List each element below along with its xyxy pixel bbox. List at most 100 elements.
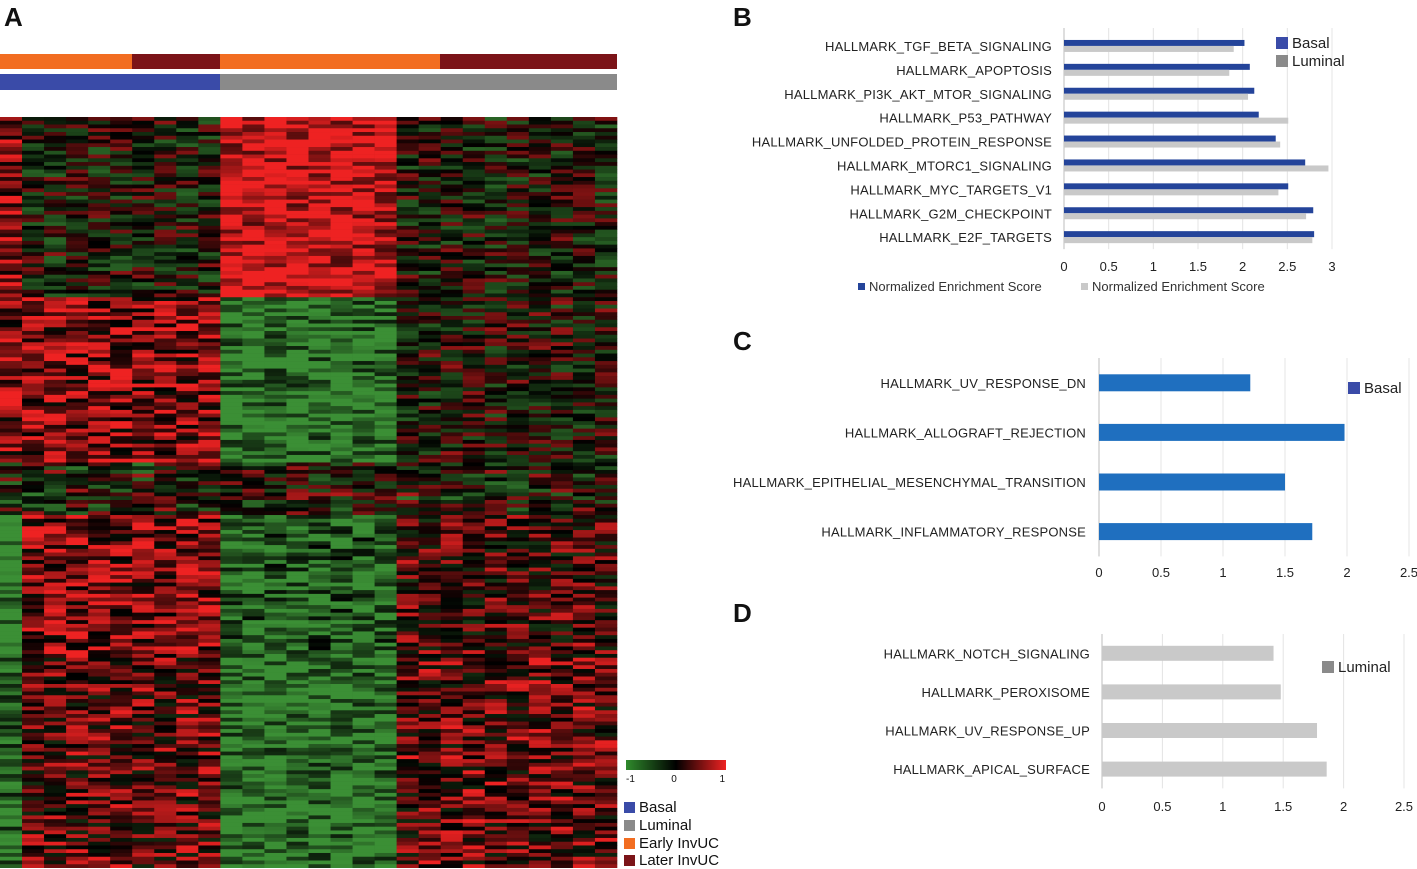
- heatmap-cell: [352, 548, 375, 553]
- heatmap-cell: [352, 826, 375, 831]
- heatmap-cell: [154, 222, 177, 227]
- heatmap-cell: [88, 319, 111, 324]
- heatmap-cell: [22, 229, 45, 234]
- heatmap-cell: [0, 725, 23, 730]
- heatmap-cell: [264, 293, 287, 298]
- heatmap-cell: [330, 319, 353, 324]
- heatmap-cell: [176, 560, 199, 565]
- heatmap-cell: [286, 541, 309, 546]
- heatmap-cell: [440, 473, 464, 478]
- heatmap-cell: [220, 834, 243, 839]
- heatmap-cell: [88, 849, 111, 854]
- heatmap-cell: [330, 691, 353, 696]
- heatmap-cell: [66, 518, 89, 523]
- heatmap-cell: [484, 222, 508, 227]
- heatmap-cell: [110, 503, 133, 508]
- heatmap-cell: [286, 312, 309, 317]
- heatmap-cell: [0, 852, 23, 858]
- heatmap-cell: [330, 439, 353, 444]
- heatmap-cell: [220, 826, 243, 831]
- heatmap-cell: [0, 582, 23, 587]
- heatmap-cell: [88, 864, 111, 868]
- heatmap-cell: [66, 590, 89, 595]
- heatmap-cell: [374, 811, 397, 816]
- heatmap-cell: [44, 721, 67, 726]
- heatmap-cell: [506, 526, 530, 531]
- heatmap-cell: [22, 406, 45, 411]
- heatmap-cell: [88, 353, 111, 358]
- heatmap-cell: [176, 680, 199, 685]
- heatmap-cell: [396, 706, 419, 711]
- heatmap-cell: [506, 578, 530, 583]
- heatmap-cell: [110, 680, 133, 685]
- heatmap-cell: [154, 139, 177, 144]
- heatmap-cell: [484, 289, 508, 294]
- heatmap-cell: [308, 822, 331, 827]
- heatmap-cell: [352, 466, 375, 471]
- heatmap-cell: [132, 368, 155, 373]
- heatmap-cell: [198, 394, 221, 399]
- heatmap-cell: [308, 811, 331, 816]
- heatmap-cell: [396, 755, 419, 760]
- heatmap-cell: [242, 466, 265, 471]
- heatmap-cell: [528, 755, 552, 760]
- heatmap-cell: [66, 732, 89, 737]
- heatmap-cell: [88, 563, 111, 568]
- heatmap-cell: [110, 165, 133, 170]
- heatmap-cell: [66, 605, 89, 610]
- heatmap-cell: [44, 192, 67, 197]
- heatmap-cell: [22, 729, 45, 734]
- heatmap-cell: [506, 207, 530, 212]
- heatmap-cell: [374, 225, 397, 230]
- heatmap-cell: [286, 597, 309, 602]
- heatmap-cell: [528, 394, 552, 399]
- heatmap-cell: [484, 436, 508, 441]
- heatmap-cell: [22, 218, 45, 223]
- heatmap-cell: [220, 466, 243, 471]
- heatmap-cell: [132, 646, 155, 651]
- heatmap-cell: [22, 128, 45, 133]
- heatmap-cell: [440, 139, 464, 144]
- heatmap-cell: [352, 819, 375, 824]
- heatmap-cell: [110, 740, 133, 745]
- heatmap-cell: [220, 511, 243, 516]
- heatmap-cell: [440, 552, 464, 557]
- heatmap-cell: [330, 128, 353, 133]
- heatmap-cell: [88, 668, 111, 674]
- heatmap-cell: [286, 856, 309, 861]
- heatmap-cell: [506, 695, 530, 700]
- heatmap-cell: [418, 124, 442, 129]
- heatmap-cell: [198, 316, 221, 321]
- heatmap-cell: [88, 578, 111, 583]
- heatmap-cell: [264, 732, 287, 737]
- heatmap-cell: [374, 368, 397, 373]
- heatmap-cell: [110, 237, 133, 242]
- heatmap-cell: [462, 575, 486, 580]
- heatmap-cell: [154, 207, 177, 212]
- heatmap-cell: [110, 815, 133, 820]
- heatmap-cell: [484, 274, 508, 279]
- heatmap-cell: [528, 706, 552, 711]
- heatmap-cell: [506, 368, 530, 373]
- heatmap-cell: [66, 533, 89, 538]
- heatmap-cell: [506, 173, 530, 178]
- heatmap-cell: [462, 781, 486, 786]
- heatmap-cell: [242, 777, 265, 782]
- heatmap-cell: [132, 173, 155, 178]
- heatmap-cell: [110, 162, 133, 167]
- heatmap-cell: [66, 695, 89, 700]
- heatmap-cell: [396, 436, 419, 441]
- heatmap-cell: [396, 856, 419, 861]
- heatmap-cell: [132, 687, 155, 692]
- heatmap-cell: [418, 297, 442, 302]
- heatmap-cell: [308, 319, 331, 324]
- heatmap-cell: [440, 180, 464, 185]
- heatmap-cell: [396, 451, 419, 456]
- heatmap-cell: [242, 691, 265, 696]
- heatmap-cell: [154, 503, 177, 508]
- heatmap-cell: [484, 316, 508, 321]
- heatmap-cell: [308, 229, 331, 234]
- heatmap-cell: [374, 556, 397, 561]
- heatmap-cell: [66, 646, 89, 651]
- heatmap-cell: [528, 406, 552, 411]
